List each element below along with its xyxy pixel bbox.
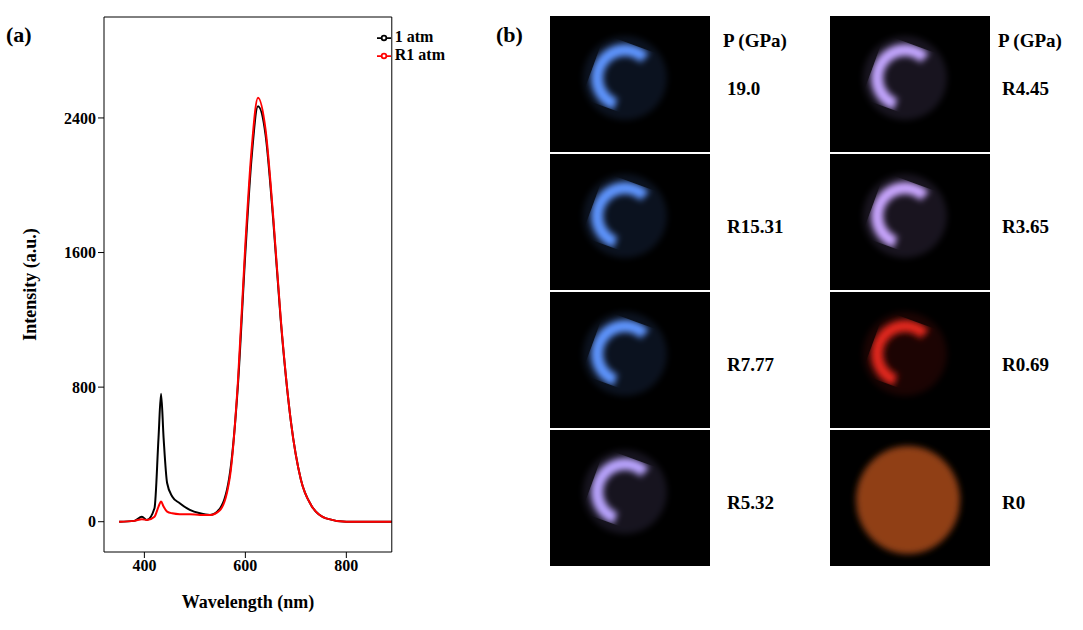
html-text:R4.45: R4.45 — [1002, 78, 1049, 99]
html-text:(a): (a) — [6, 22, 32, 47]
svg-text:400: 400 — [132, 557, 156, 574]
html-text:1 atm: 1 atm — [394, 28, 434, 45]
svg-text:Intensity (a.u.): Intensity (a.u.) — [20, 228, 41, 341]
html-text:P (GPa): P (GPa) — [723, 30, 787, 51]
html-text:19.0: 19.0 — [727, 78, 761, 99]
svg-text:800: 800 — [334, 557, 358, 574]
html-text:(b): (b) — [496, 22, 523, 47]
svg-text:600: 600 — [233, 557, 257, 574]
html-text:R0: R0 — [1002, 492, 1026, 513]
svg-text:Wavelength (nm): Wavelength (nm) — [182, 592, 315, 613]
html-text:R1 atm: R1 atm — [394, 46, 445, 63]
svg-text:1600: 1600 — [64, 244, 96, 261]
html-text:P (GPa): P (GPa) — [998, 30, 1062, 51]
html-text:R7.77: R7.77 — [727, 354, 774, 375]
svg-text:0: 0 — [88, 513, 96, 530]
html-text:R5.32: R5.32 — [727, 492, 774, 513]
html-text:R15.31: R15.31 — [727, 216, 784, 237]
svg-text:800: 800 — [72, 379, 96, 396]
html-text:R0.69: R0.69 — [1002, 354, 1049, 375]
svg-text:2400: 2400 — [64, 110, 96, 127]
html-text:R3.65: R3.65 — [1002, 216, 1049, 237]
